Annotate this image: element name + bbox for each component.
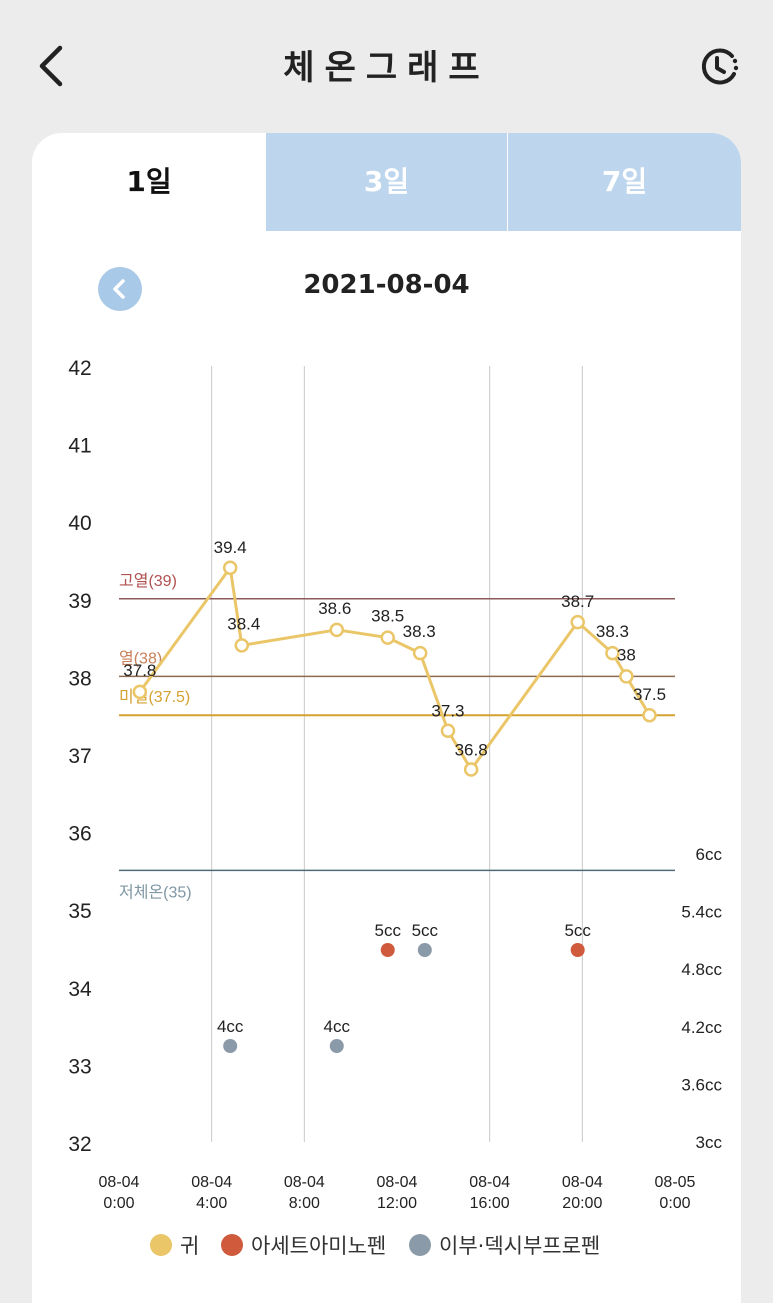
legend-item: 귀 (150, 1228, 199, 1262)
temperature-data-label: 38.3 (403, 622, 436, 641)
legend-label: 귀 (180, 1234, 200, 1258)
x-axis-tick-time: 8:00 (289, 1195, 320, 1212)
temperature-data-label: 39.4 (214, 538, 247, 557)
chart-card: 1일 3일 7일 2021-08-04 42 41 40 39 38 37 36 35 34 33… (32, 133, 741, 1303)
medication-dose-label: 5cc (412, 921, 439, 940)
x-axis-tick-date: 08-04 (99, 1174, 140, 1191)
tab-7-days[interactable]: 7일 (508, 133, 741, 231)
previous-date-button[interactable] (98, 267, 142, 311)
temperature-point (132, 684, 148, 700)
y-axis-tick-label: 34 (68, 978, 92, 1001)
temperature-data-label: 38.7 (561, 592, 594, 611)
tab-3-days[interactable]: 3일 (266, 133, 507, 231)
medication-dose-point (570, 943, 585, 957)
reference-line-label: 저체온(35) (119, 883, 192, 901)
legend-label: 이부·덱시부프로펜 (439, 1234, 601, 1258)
temperature-data-label: 38.4 (227, 614, 260, 633)
back-button[interactable] (32, 42, 76, 90)
temperature-data-label: 38.6 (318, 599, 351, 618)
medication-dose-point (329, 1039, 344, 1053)
legend-label: 아세트아미노펜 (251, 1234, 387, 1258)
chevron-left-icon (113, 279, 125, 299)
y-axis-tick-label: 35 (68, 900, 91, 923)
tab-divider (507, 133, 508, 231)
temperature-point (412, 645, 428, 661)
page-title: 체온그래프 (283, 48, 490, 88)
x-axis-tick-date: 08-04 (377, 1174, 418, 1191)
period-tabs: 1일 3일 7일 (32, 133, 741, 231)
y2-axis-tick-label: 4.8cc (681, 960, 722, 979)
legend-swatch (221, 1234, 243, 1256)
legend-item: 이부·덱시부프로펜 (409, 1228, 600, 1262)
chevron-left-icon (39, 45, 63, 87)
reference-line-label: 고열(39) (119, 572, 177, 590)
header: 체온그래프 (0, 0, 773, 130)
x-axis-tick-time: 20:00 (562, 1195, 602, 1212)
x-axis-tick-time: 12:00 (377, 1195, 417, 1212)
temperature-data-label: 38.3 (596, 622, 629, 641)
y-axis-tick-label: 37 (68, 745, 91, 768)
temperature-data-label: 37.3 (431, 702, 464, 721)
tab-1-day[interactable]: 1일 (32, 133, 266, 231)
y-axis-tick-label: 40 (68, 512, 91, 535)
temperature-point (234, 638, 250, 653)
medication-dose-point (223, 1039, 238, 1053)
temperature-point (570, 614, 585, 630)
temperature-data-label: 37.5 (633, 685, 666, 704)
temperature-data-label: 38 (617, 645, 636, 664)
y-axis-tick-label: 38 (68, 667, 91, 690)
temperature-data-label: 38.5 (371, 607, 404, 626)
y2-axis-tick-label: 3cc (696, 1133, 723, 1152)
temperature-point (463, 762, 479, 777)
medication-dose-label: 5cc (564, 921, 591, 940)
y-axis-tick-label: 32 (68, 1133, 91, 1156)
medication-dose-label: 4cc (217, 1017, 244, 1036)
legend-item: 아세트아미노펜 (221, 1228, 386, 1262)
y2-axis-tick-label: 4.2cc (681, 1018, 722, 1037)
y-axis-tick-label: 42 (68, 357, 91, 380)
medication-dose-point (417, 943, 432, 957)
temperature-point (642, 707, 657, 723)
temperature-point (222, 560, 238, 576)
current-date: 2021-08-04 (303, 270, 470, 300)
legend-swatch (409, 1234, 431, 1256)
x-axis-tick-date: 08-04 (562, 1174, 603, 1191)
temperature-point (619, 669, 634, 684)
clock-history-icon (701, 48, 739, 85)
y2-axis-tick-label: 6cc (696, 845, 723, 864)
medication-dose-point (380, 943, 395, 957)
temperature-point (329, 622, 345, 638)
temperature-data-label: 36.8 (455, 741, 488, 760)
reference-line-label: 열(38) (119, 649, 162, 667)
history-button[interactable] (696, 44, 742, 90)
temperature-chart: 42 41 40 39 38 37 36 35 34 33 32 6cc 5.4cc 4.8cc 4.2cc… (68, 357, 723, 1212)
x-axis-tick-time: 16:00 (470, 1195, 510, 1212)
medication-dose-label: 5cc (374, 921, 401, 940)
x-axis-tick-date: 08-05 (655, 1174, 696, 1191)
y-axis-tick-label: 36 (68, 823, 91, 846)
temperature-data-label: 37.8 (123, 661, 156, 680)
reference-line-label: 미열(37.5) (119, 688, 190, 706)
y2-axis-tick-label: 3.6cc (681, 1075, 722, 1094)
x-axis-tick-time: 4:00 (196, 1195, 227, 1212)
x-axis-tick-date: 08-04 (284, 1174, 325, 1191)
x-axis-tick-date: 08-04 (469, 1174, 510, 1191)
temperature-point (380, 630, 395, 645)
temperature-point (605, 645, 620, 661)
x-axis-tick-time: 0:00 (103, 1195, 134, 1212)
medication-dose-label: 4cc (324, 1017, 351, 1036)
y-axis-tick-label: 41 (68, 435, 91, 458)
temperature-point (440, 723, 456, 738)
legend-swatch (150, 1234, 172, 1256)
x-axis-tick-date: 08-04 (191, 1174, 232, 1191)
y2-axis-tick-label: 5.4cc (681, 903, 722, 922)
y-axis-tick-label: 39 (68, 590, 91, 613)
y-axis-tick-label: 33 (68, 1055, 91, 1078)
legend: 귀 아세트아미노펜 이부·덱시부프로펜 (32, 1228, 741, 1262)
x-axis-tick-time: 0:00 (659, 1195, 690, 1212)
